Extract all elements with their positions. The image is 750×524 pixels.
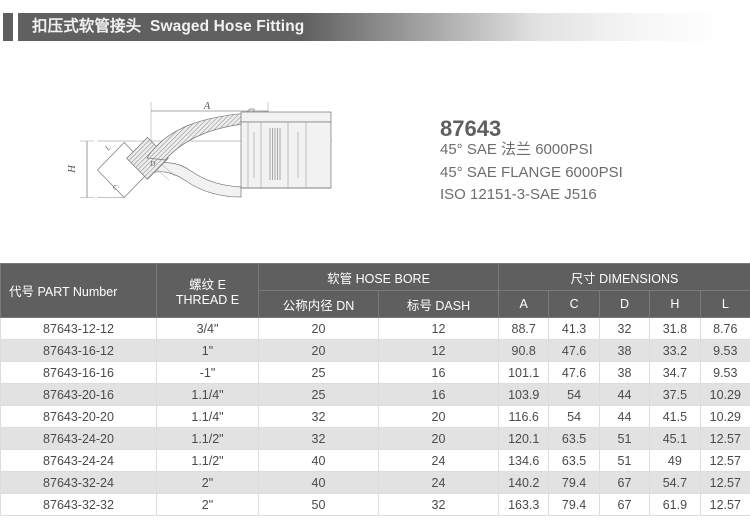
svg-text:A: A (203, 101, 211, 112)
svg-text:H: H (67, 164, 78, 174)
svg-text:L: L (102, 143, 112, 153)
svg-text:D: D (149, 159, 156, 168)
